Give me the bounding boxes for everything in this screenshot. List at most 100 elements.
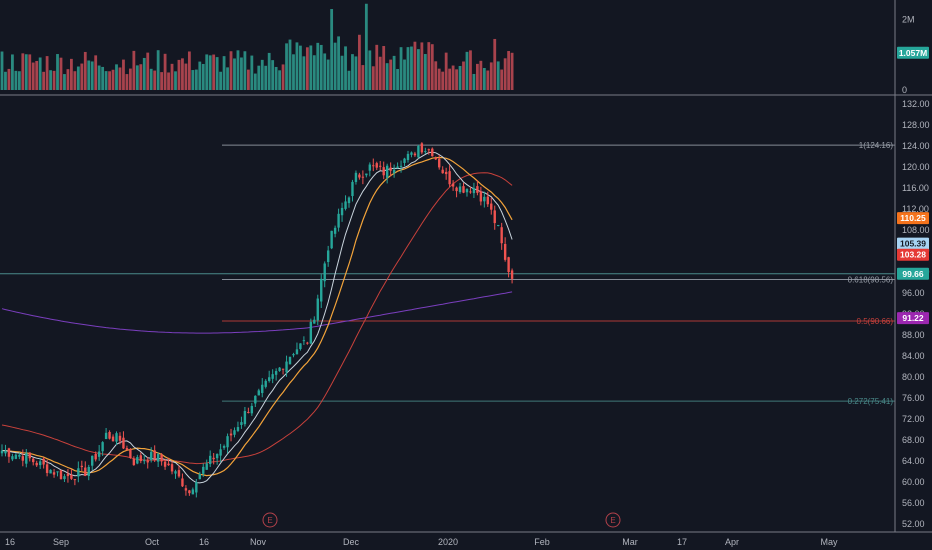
candle-body: [177, 470, 181, 477]
candle-body: [441, 169, 444, 174]
candle-body: [25, 453, 28, 464]
candle-body: [56, 471, 59, 473]
candle-body: [486, 196, 489, 205]
candle: [240, 416, 243, 429]
candle-body: [385, 165, 389, 178]
volume-bar: [11, 54, 14, 90]
price-tick-label: 56.00: [902, 498, 925, 508]
candle-body: [444, 171, 448, 175]
candle: [424, 147, 427, 154]
price-pane[interactable]: 1(124.16) 0.618(98.56) 0.5(90.66) 0.272(75.…: [0, 141, 895, 498]
candle: [434, 156, 437, 161]
volume-bar: [212, 54, 216, 90]
candle-body: [84, 467, 87, 476]
candle-body: [469, 191, 472, 193]
candle: [438, 154, 441, 170]
candle-body: [209, 455, 212, 465]
volume-bar: [479, 60, 483, 90]
volume-bar: [413, 41, 417, 90]
candle-body: [4, 450, 7, 454]
candle-body: [184, 488, 188, 491]
candle: [403, 157, 406, 167]
candle: [202, 463, 205, 477]
price-badge: 91.22: [897, 312, 929, 325]
candle: [236, 421, 240, 433]
candle-body: [132, 458, 136, 466]
candle: [91, 455, 94, 471]
candle-body: [448, 171, 451, 185]
volume-bar: [465, 51, 469, 90]
volume-bar: [458, 65, 462, 90]
candle: [0, 444, 4, 457]
candle: [385, 163, 389, 184]
candle: [94, 451, 97, 462]
badge-text: 105.39: [900, 239, 926, 249]
earnings-marker[interactable]: E: [262, 512, 278, 528]
candle-body: [434, 157, 437, 160]
badge-background: [897, 248, 929, 261]
candle: [257, 388, 260, 396]
candle: [198, 471, 201, 480]
candle: [70, 469, 73, 480]
candle-body: [302, 340, 306, 342]
price-axis[interactable]: 132.00 128.00 124.00 120.00 116.00 112.00 108.…: [894, 0, 930, 532]
volume-bar: [132, 50, 136, 90]
candle-body: [458, 186, 462, 193]
candle-body: [320, 278, 323, 302]
candle: [84, 461, 87, 477]
volume-bar: [246, 69, 250, 90]
candle-body: [229, 433, 233, 436]
volume-bar: [0, 51, 4, 90]
candle-body: [257, 390, 260, 396]
candle: [247, 407, 250, 414]
candle: [320, 274, 323, 308]
candle: [11, 453, 14, 462]
candle-body: [94, 454, 97, 460]
candle-body: [375, 163, 378, 168]
volume-bar: [292, 54, 295, 90]
fibonacci-levels: 1(124.16) 0.618(98.56) 0.5(90.66) 0.272(75.…: [222, 141, 895, 406]
volume-bar: [208, 55, 212, 90]
price-tick-label: 60.00: [902, 477, 925, 487]
date-tick-label: 16: [199, 537, 209, 547]
badge-background: [897, 237, 929, 250]
candle: [344, 195, 347, 211]
candle-body: [500, 227, 503, 244]
candle-body: [66, 473, 70, 477]
volume-bar: [312, 55, 316, 90]
volume-bar: [340, 55, 344, 90]
candle-body: [139, 455, 142, 462]
candle: [160, 453, 163, 466]
candle-body: [410, 152, 413, 155]
volume-pane[interactable]: [0, 3, 514, 90]
price-tick-label: 76.00: [902, 393, 925, 403]
candle-body: [73, 479, 77, 481]
candle: [209, 450, 212, 467]
volume-bar: [80, 63, 84, 90]
volume-bar: [42, 71, 46, 90]
candle: [118, 432, 122, 445]
candle: [417, 144, 420, 159]
candle-body: [490, 203, 493, 210]
candle: [38, 457, 42, 469]
price-tick-label: 132.00: [902, 99, 930, 109]
volume-bar: [267, 52, 271, 90]
volume-bar: [330, 9, 334, 90]
volume-bar: [364, 3, 368, 90]
volume-tick-label: 0: [902, 85, 907, 95]
candle-body: [347, 197, 351, 204]
candle: [458, 182, 462, 194]
earnings-marker[interactable]: E: [605, 512, 621, 528]
candle: [115, 431, 118, 446]
candle: [80, 460, 84, 471]
moving-averages: [1, 151, 513, 484]
candle-body: [417, 145, 420, 158]
candle-body: [399, 165, 403, 167]
volume-bar: [191, 70, 195, 90]
candle-body: [264, 380, 267, 387]
candle-body: [479, 191, 483, 202]
volume-bar: [49, 70, 52, 90]
